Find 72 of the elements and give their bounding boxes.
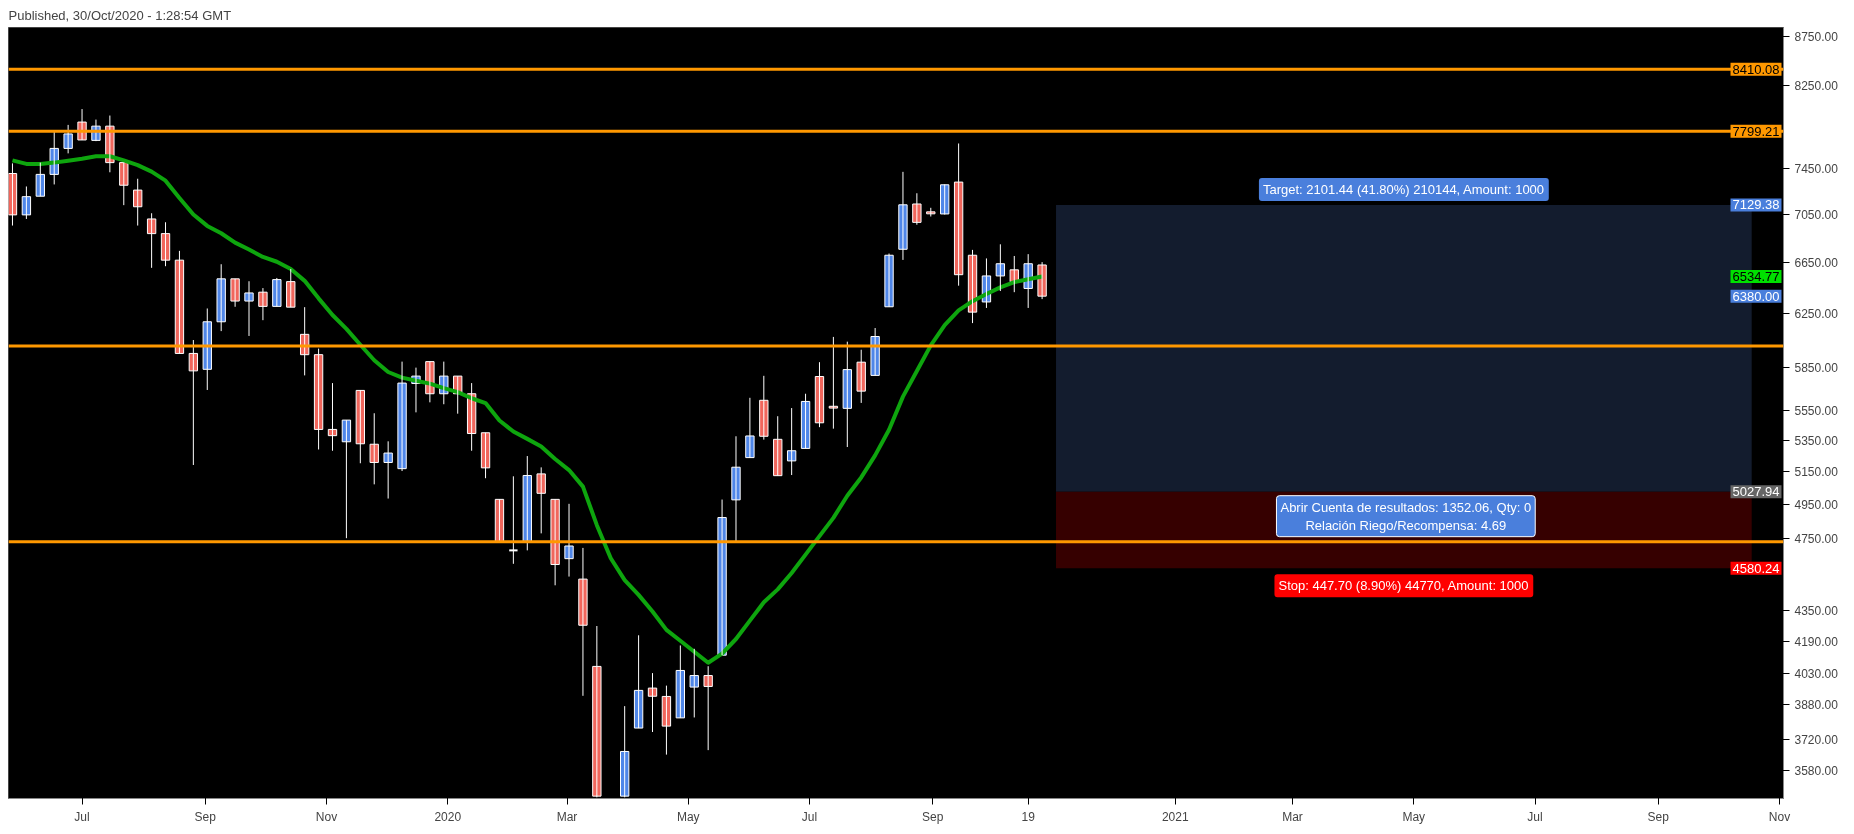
candlestick bbox=[494, 498, 505, 542]
candlestick bbox=[828, 336, 839, 430]
candlestick bbox=[133, 178, 143, 227]
candlestick bbox=[244, 280, 254, 337]
ref-line-label: 8410.08 bbox=[1732, 61, 1780, 77]
candlestick bbox=[202, 307, 212, 391]
x-tick-label: May bbox=[676, 809, 700, 824]
x-tick-label: Sep bbox=[1647, 809, 1670, 824]
y-tick-label: 5550.00 bbox=[1794, 404, 1839, 419]
candlestick bbox=[940, 183, 950, 216]
y-tick-label: 3720.00 bbox=[1794, 732, 1839, 747]
candlestick bbox=[856, 349, 866, 404]
y-tick-label: 3580.00 bbox=[1794, 764, 1839, 779]
candlestick bbox=[926, 207, 936, 218]
annotation: 7129.38 bbox=[1732, 197, 1780, 213]
candlestick bbox=[842, 341, 852, 448]
x-tick-label: Nov bbox=[315, 809, 338, 824]
candlestick bbox=[786, 407, 797, 476]
y-tick-label: 4190.00 bbox=[1794, 634, 1839, 649]
x-tick-label: Sep bbox=[922, 809, 944, 824]
candlestick bbox=[620, 705, 630, 798]
y-tick-label: 6650.00 bbox=[1794, 255, 1839, 270]
y-tick-label: 5850.00 bbox=[1794, 360, 1839, 375]
annotation: 6380.00 bbox=[1732, 288, 1780, 304]
candlestick bbox=[689, 648, 699, 718]
y-tick-label: 7050.00 bbox=[1794, 207, 1839, 222]
y-tick-label: 4350.00 bbox=[1794, 604, 1839, 619]
candlestick bbox=[647, 672, 658, 733]
x-tick-label: Jul bbox=[801, 809, 818, 824]
x-tick-label: Mar bbox=[1282, 809, 1303, 824]
candlestick bbox=[703, 665, 713, 751]
annotation: Abrir Cuenta de resultados: 1352.06, Qty: 0 Relación Riego/Recompensa: 4.69 bbox=[1280, 499, 1532, 533]
y-tick-label: 5150.00 bbox=[1794, 465, 1839, 480]
annotation: 6534.77 bbox=[1732, 268, 1780, 284]
candlestick bbox=[272, 277, 282, 307]
annotation: 4580.24 bbox=[1732, 560, 1780, 576]
y-tick-label: 3880.00 bbox=[1794, 697, 1839, 712]
candlestick bbox=[508, 475, 519, 565]
candlestick bbox=[536, 466, 546, 534]
candlestick bbox=[369, 412, 379, 485]
candlestick bbox=[286, 268, 296, 308]
candlestick bbox=[355, 389, 365, 464]
candlestick bbox=[383, 440, 393, 500]
y-tick-label: 6250.00 bbox=[1794, 306, 1839, 321]
x-tick-label: May bbox=[1402, 809, 1426, 824]
y-tick-label: 4950.00 bbox=[1794, 498, 1839, 512]
x-tick-label: 2021 bbox=[1161, 809, 1189, 824]
annotation: 5027.94 bbox=[1732, 484, 1780, 500]
x-tick-label: Jul bbox=[1527, 809, 1543, 824]
candlestick bbox=[216, 263, 226, 332]
band-label: Stop: 447.70 (8.90%) 44770, Amount: 1000 bbox=[1278, 578, 1529, 594]
y-tick-label: 5350.00 bbox=[1794, 434, 1839, 449]
band-label: Target: 2101.44 (41.80%) 210144, Amount: 1000 bbox=[1262, 181, 1545, 197]
y-tick-label: 8750.00 bbox=[1794, 30, 1839, 45]
y-tick-label: 4750.00 bbox=[1794, 531, 1839, 546]
x-tick-label: 2020 bbox=[434, 809, 462, 824]
candlestick bbox=[773, 415, 783, 477]
candlestick bbox=[35, 162, 45, 197]
candlestick bbox=[995, 243, 1006, 292]
x-tick-label: Sep bbox=[194, 809, 217, 824]
candlestick bbox=[119, 162, 129, 206]
x-tick-label: Nov bbox=[1768, 809, 1791, 824]
x-tick-label: Mar bbox=[556, 809, 578, 824]
x-tick-label: 19 bbox=[1021, 809, 1036, 824]
y-tick-label: 8250.00 bbox=[1794, 78, 1839, 93]
x-tick-label: Jul bbox=[74, 809, 90, 824]
y-tick-label: 7450.00 bbox=[1794, 162, 1839, 177]
candlestick bbox=[522, 455, 532, 551]
candlestick bbox=[759, 375, 769, 441]
y-tick-label: 4030.00 bbox=[1794, 666, 1839, 681]
ref-line-label: 7799.21 bbox=[1732, 123, 1780, 139]
chart-subtitle: Published, 30/Oct/2020 - 1:28:54 GMT bbox=[8, 7, 232, 23]
